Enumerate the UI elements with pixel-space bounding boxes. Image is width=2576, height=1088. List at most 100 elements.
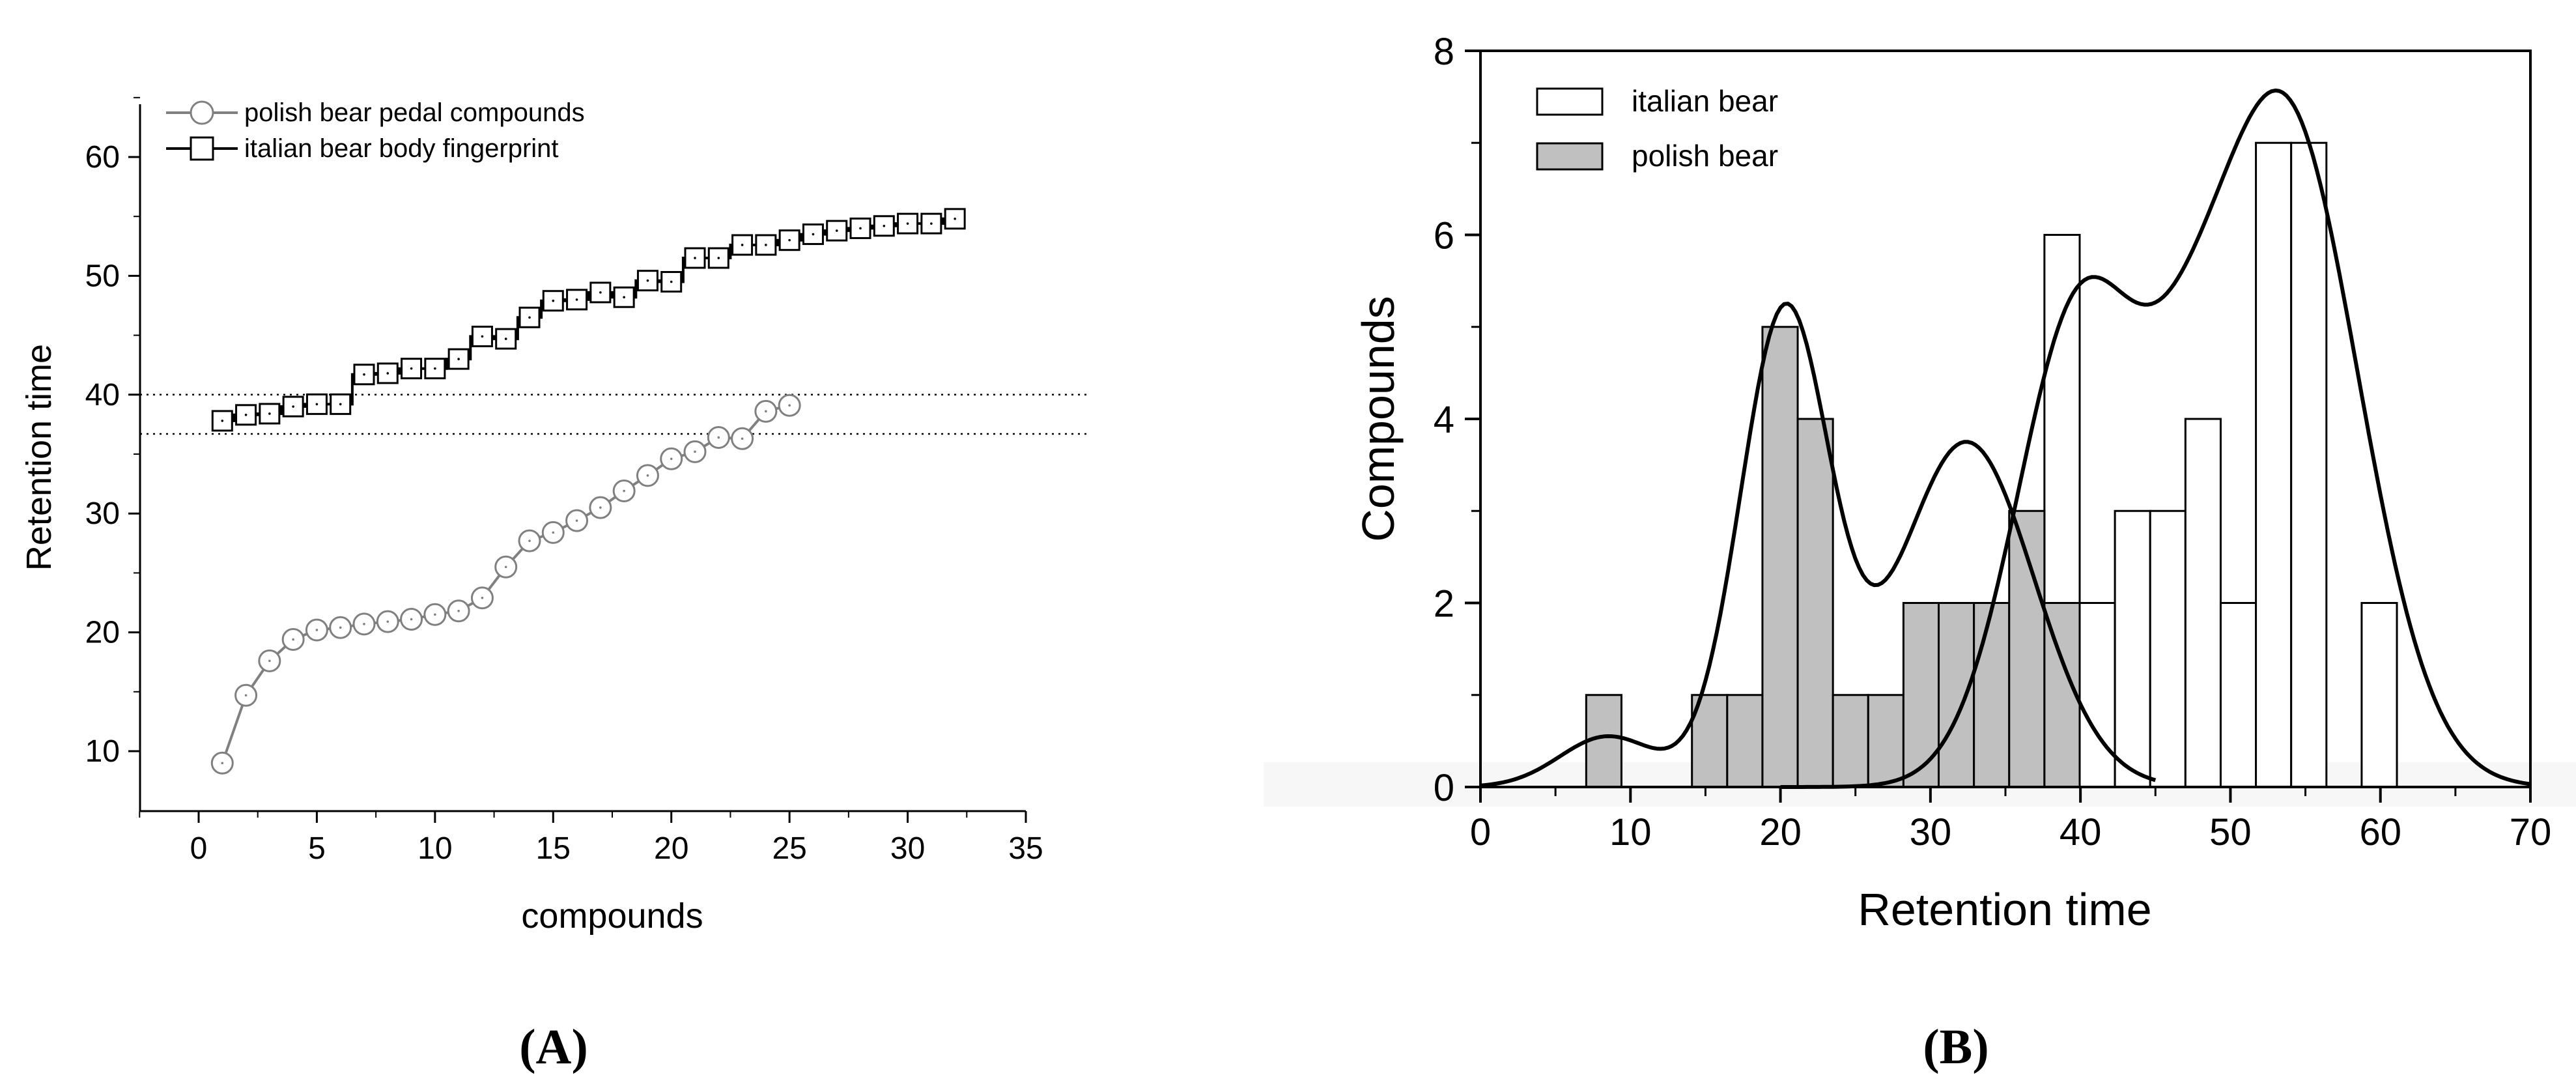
chart-a-y-tick-label: 40 (85, 378, 120, 412)
panel-label-b: (B) (1923, 1020, 1989, 1074)
chart-a-x-tick-label: 10 (418, 831, 452, 866)
chart-b-polish-bar (1761, 326, 1799, 788)
chart-a-polish-point-dot (623, 489, 625, 493)
chart-a-polish-point-dot (694, 450, 696, 453)
chart-a-polish-point-dot (599, 506, 602, 509)
chart-a-italian-point-dot (788, 238, 791, 242)
chart-a-polish-point-dot (504, 565, 507, 569)
chart-b-x-tick-label: 20 (1759, 811, 1802, 853)
chart-a-italian-point-dot (552, 299, 555, 302)
chart-a-italian-point-dot (339, 403, 342, 406)
chart-b-legend: italian bear polish bear (1536, 84, 1778, 173)
legend-a-polish-marker (190, 100, 214, 125)
chart-a-italian-point-dot (481, 335, 484, 338)
chart-a-y-tick-label: 10 (85, 734, 120, 769)
chart-a-polish-point-dot (339, 626, 342, 629)
chart-b-italian-bar (2290, 141, 2328, 788)
chart-a-polish-point-dot (386, 620, 389, 623)
chart-a-italian-point (731, 234, 754, 256)
chart-a-italian-point-dot (623, 296, 625, 299)
chart-a-polish-point-dot (221, 762, 224, 765)
chart-a-italian-point-dot (954, 218, 956, 220)
legend-a-polish-label: polish bear pedal compounds (244, 98, 585, 127)
chart-a-italian-point-dot (930, 222, 933, 225)
chart-a-italian-point-dot (906, 222, 909, 225)
chart-a-italian-point-dot (765, 244, 767, 246)
chart-a-y-tick-label: 50 (85, 259, 120, 293)
chart-a-italian-point-dot (883, 224, 886, 227)
chart-a-ticks: 0 5 10 15 20 25 30 35 10 20 30 40 50 60 (85, 96, 1043, 866)
chart-a-italian-point-dot (670, 280, 673, 283)
chart-b-polish-bar (1867, 694, 1904, 788)
chart-a-italian-point-dot (292, 405, 294, 408)
chart-a-polish-point-dot (363, 623, 365, 625)
chart-a-polish-point-dot (528, 539, 531, 542)
chart-a-axes (139, 104, 1026, 812)
chart-a-italian-point-dot (244, 414, 248, 416)
chart-a-italian-point-dot (717, 257, 720, 259)
chart-a-polish-point-dot (717, 436, 720, 439)
chart-a-italian-point (518, 306, 541, 328)
chart-a-italian-point-dot (694, 257, 696, 259)
chart-b-x-tick-label: 40 (2059, 811, 2102, 853)
chart-a-italian-point (826, 220, 848, 242)
chart-a-x-tick-label: 5 (308, 831, 326, 866)
chart-a-x-tick-label: 15 (536, 831, 571, 866)
chart-a: 0 5 10 15 20 25 30 35 10 20 30 40 50 60 polish bear p… (20, 96, 1089, 936)
chart-a-y-tick-label: 60 (85, 140, 120, 175)
chart-a-italian-point-dot (835, 229, 838, 232)
legend-b-italian-swatch (1536, 87, 1604, 116)
chart-b-italian-bar (2255, 141, 2293, 788)
chart-b-italian-bar (2184, 418, 2222, 788)
chart-a-x-tick-label: 30 (890, 831, 925, 866)
chart-a-italian-point-dot (646, 279, 649, 282)
chart-a-italian-point-dot (386, 372, 389, 375)
chart-a-italian-point-dot (504, 337, 507, 340)
panel-label-a: (A) (519, 1020, 588, 1074)
chart-a-polish-point-dot (292, 638, 294, 641)
legend-a-italian-label: italian bear body fingerprint (244, 134, 559, 163)
chart-b-y-tick-label: 8 (1434, 31, 1454, 73)
chart-a-italian-point-dot (575, 298, 578, 301)
chart-a-italian-point-dot (315, 403, 318, 406)
chart-b-polish-bar (1902, 602, 1940, 788)
chart-b-polish-density-curve (1480, 302, 2157, 788)
chart-b-polish-bar (1973, 602, 2011, 788)
panel-label-a-letter: A (536, 1020, 572, 1074)
chart-b-x-tick-label: 0 (1470, 811, 1491, 853)
chart-a-italian-point (566, 289, 588, 311)
chart-b-y-tick-label: 6 (1434, 215, 1454, 257)
chart-a-x-axis-title: compounds (521, 896, 703, 936)
chart-a-y-tick-label: 30 (85, 496, 120, 531)
chart-a-italian-point-dot (528, 316, 531, 319)
chart-a-x-tick-label: 25 (772, 831, 806, 866)
chart-a-italian-point-dot (812, 233, 815, 236)
chart-a-x-tick-label: 20 (654, 831, 688, 866)
chart-a-x-tick-label: 0 (190, 831, 208, 866)
legend-b-polish-label: polish bear (1632, 139, 1778, 173)
chart-a-polish-point-dot (481, 596, 484, 599)
chart-b-x-tick-label: 30 (1910, 811, 1952, 853)
chart-b-x-tick-label: 60 (2359, 811, 2401, 853)
chart-a-italian-point-dot (599, 291, 602, 294)
chart-b-x-tick-label: 50 (2209, 811, 2252, 853)
chart-b-polish-bar (1726, 694, 1764, 788)
chart-a-italian-point (849, 217, 871, 239)
chart-a-italian-point-dot (434, 367, 436, 370)
chart-b-y-tick-label: 0 (1434, 767, 1454, 809)
chart-a-italian-point-dot (221, 420, 224, 422)
chart-b-italian-bar (2149, 509, 2187, 788)
chart-a-y-axis-title: Retention time (20, 344, 59, 571)
chart-b-polish-bar (1832, 694, 1869, 788)
chart-b-italian-bar (2360, 602, 2398, 788)
chart-b-polish-bar (1691, 694, 1729, 788)
chart-a-polish-point-dot (457, 609, 460, 612)
legend-a-italian-marker (190, 136, 214, 161)
chart-a-italian-point-dot (268, 412, 271, 415)
chart-a-italian-point-dot (457, 358, 460, 360)
chart-b-x-tick-label: 70 (2510, 811, 2552, 853)
chart-b-y-tick-label: 2 (1434, 583, 1454, 625)
chart-a-polish-point-dot (670, 457, 673, 461)
chart-a-polish-point-dot (434, 613, 436, 616)
chart-a-polish-point-dot (410, 618, 413, 621)
